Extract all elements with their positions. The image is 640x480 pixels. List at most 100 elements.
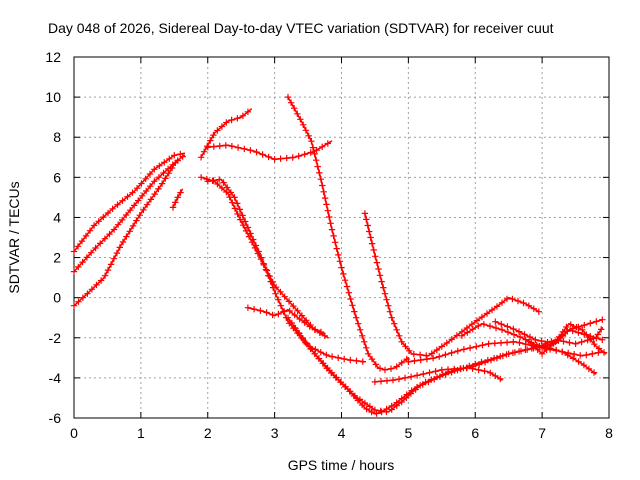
data-point-marker — [340, 270, 347, 278]
data-point-marker — [368, 408, 375, 416]
data-point-marker — [320, 188, 327, 195]
data-point-marker — [244, 108, 252, 115]
series-track-j — [284, 93, 410, 374]
data-point-marker — [563, 323, 570, 331]
data-point-marker — [580, 361, 588, 369]
data-point-marker — [269, 284, 277, 291]
data-point-marker — [116, 244, 123, 251]
data-point-marker — [90, 222, 98, 229]
data-point-marker — [498, 326, 506, 333]
data-point-marker — [252, 242, 260, 249]
data-point-marker — [223, 119, 230, 126]
data-point-marker — [320, 360, 327, 367]
data-point-marker — [147, 196, 155, 203]
data-point-marker — [301, 319, 308, 326]
data-point-marker — [263, 309, 270, 316]
data-point-marker — [70, 248, 78, 255]
data-point-marker — [573, 324, 580, 331]
data-point-marker — [353, 357, 360, 364]
data-point-marker — [296, 315, 303, 323]
data-point-marker — [583, 351, 590, 359]
data-point-marker — [294, 307, 301, 314]
data-point-marker — [372, 253, 379, 260]
series-track-e — [197, 108, 252, 161]
data-point-marker — [387, 365, 395, 372]
data-point-marker — [277, 155, 284, 162]
data-point-marker — [239, 112, 247, 119]
data-point-marker — [377, 378, 385, 385]
data-point-marker — [473, 343, 480, 350]
data-point-marker — [493, 303, 501, 310]
data-point-marker — [136, 212, 143, 219]
y-tick-label: 8 — [53, 129, 61, 145]
series-track-r — [525, 321, 608, 357]
data-point-marker — [271, 156, 278, 163]
data-point-marker — [140, 206, 147, 214]
data-point-marker — [75, 298, 82, 305]
data-point-marker — [172, 199, 179, 206]
data-point-marker — [375, 265, 382, 273]
data-point-marker — [317, 176, 325, 183]
data-point-marker — [156, 162, 163, 169]
data-point-marker — [321, 194, 329, 202]
data-point-marker — [308, 138, 315, 145]
data-point-marker — [451, 365, 458, 373]
data-point-marker — [538, 344, 546, 351]
x-tick-label: 3 — [271, 425, 279, 441]
data-point-marker — [444, 366, 452, 373]
data-point-marker — [281, 293, 288, 300]
data-point-marker — [259, 151, 266, 158]
data-point-marker — [234, 144, 242, 151]
data-point-marker — [572, 340, 579, 347]
data-point-marker — [407, 373, 415, 380]
data-point-marker — [255, 248, 262, 255]
data-point-marker — [158, 180, 166, 187]
data-point-marker — [319, 182, 326, 189]
data-point-marker — [386, 308, 394, 315]
series-track-k — [361, 210, 542, 359]
data-point-marker — [432, 368, 439, 375]
data-point-marker — [393, 402, 400, 409]
data-point-marker — [504, 329, 512, 336]
data-point-marker — [104, 266, 112, 274]
data-point-marker — [114, 201, 121, 208]
series-track-l — [284, 314, 598, 417]
data-point-marker — [70, 302, 78, 309]
data-point-marker — [530, 342, 537, 349]
data-point-marker — [275, 310, 282, 318]
data-point-marker — [583, 331, 590, 338]
data-point-marker — [291, 311, 298, 319]
data-point-marker — [578, 338, 585, 346]
data-point-marker — [438, 343, 445, 350]
data-point-marker — [575, 358, 582, 365]
data-point-marker — [228, 116, 235, 124]
data-point-marker — [469, 365, 476, 372]
data-point-marker — [356, 396, 364, 403]
data-point-marker — [405, 358, 412, 365]
x-tick-label: 7 — [538, 425, 546, 441]
data-point-marker — [88, 249, 95, 256]
data-point-marker — [277, 288, 284, 296]
data-point-marker — [307, 149, 314, 156]
data-point-marker — [291, 324, 298, 331]
data-point-marker — [391, 320, 398, 327]
data-point-marker — [240, 222, 247, 229]
data-point-marker — [433, 373, 441, 381]
data-point-marker — [281, 308, 288, 315]
data-point-marker — [361, 399, 369, 407]
data-point-marker — [314, 163, 321, 170]
data-point-marker — [378, 278, 385, 285]
data-point-marker — [517, 347, 525, 355]
data-point-marker — [448, 349, 455, 357]
x-tick-label: 2 — [204, 425, 212, 441]
data-point-marker — [383, 377, 391, 384]
data-point-marker — [101, 235, 109, 242]
data-point-marker — [222, 142, 229, 149]
data-point-marker — [479, 342, 486, 349]
data-point-marker — [442, 351, 449, 358]
data-point-marker — [97, 240, 104, 247]
data-point-marker — [317, 349, 324, 356]
data-point-marker — [228, 143, 236, 150]
data-point-marker — [577, 352, 584, 359]
data-point-marker — [581, 321, 588, 329]
